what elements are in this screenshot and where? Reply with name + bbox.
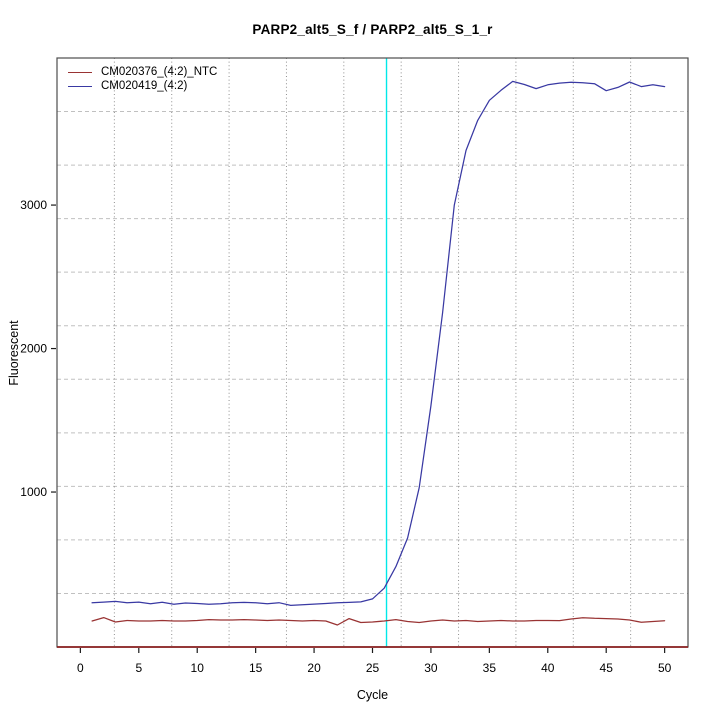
x-tick-label: 50 [658,661,672,675]
series-curve-1 [91,80,666,607]
legend-line-swatch-sample [68,85,92,87]
y-tick-label: 2000 [20,342,47,356]
legend-item-sample: CM020419_(4:2) [68,79,217,93]
y-tick-label: 1000 [20,485,47,499]
legend-item-ntc: CM020376_(4:2)_NTC [68,65,217,79]
series-curve-0 [91,616,666,626]
legend: CM020376_(4:2)_NTC CM020419_(4:2) [68,65,217,93]
x-tick-label: 45 [600,661,614,675]
x-tick-label: 20 [307,661,321,675]
legend-label-sample: CM020419_(4:2) [101,80,188,92]
x-axis-title: Cycle [356,688,389,702]
legend-line-swatch-ntc [68,71,92,73]
x-tick-label: 5 [135,661,142,675]
x-tick-label: 10 [191,661,205,675]
x-tick-label: 0 [77,661,84,675]
x-tick-label: 35 [483,661,497,675]
y-tick-label: 3000 [20,198,47,212]
y-axis-title: Fluorescent [7,320,21,386]
x-tick-label: 40 [541,661,555,675]
legend-label-ntc: CM020376_(4:2)_NTC [101,66,218,78]
chart-title: PARP2_alt5_S_f / PARP2_alt5_S_1_r [252,22,493,37]
x-tick-label: 15 [249,661,263,675]
x-tick-label: 25 [366,661,380,675]
x-tick-label: 30 [424,661,438,675]
plot-box [56,57,689,648]
